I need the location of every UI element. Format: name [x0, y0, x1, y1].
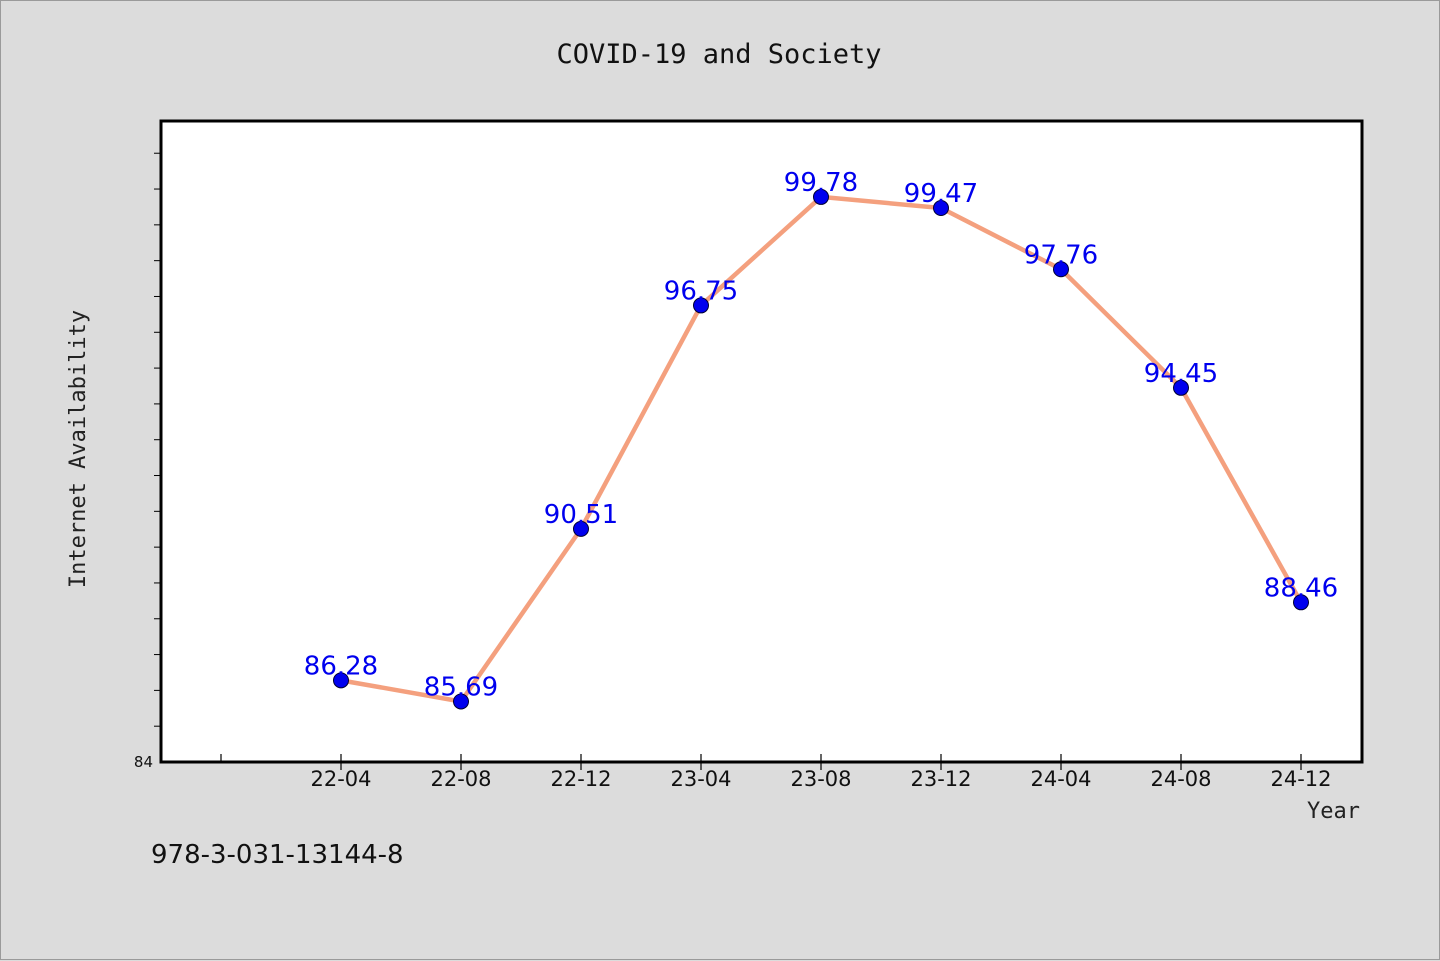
data-label-22-12: 90.51: [544, 500, 618, 530]
x-tick-label-24-04: 24-04: [1030, 767, 1091, 791]
data-label-23-08: 99.78: [784, 168, 858, 198]
series-points: [333, 188, 1309, 710]
x-axis-tick-labels: 22-04 22-08 22-12 23-04 23-08 23-12 24-04 24-08…: [310, 767, 1331, 791]
data-point-22-12: [573, 520, 589, 537]
data-point-22-08: [453, 693, 469, 710]
data-label-22-04: 86.28: [304, 651, 378, 681]
data-label-22-08: 85.69: [424, 672, 498, 702]
x-tick-label-23-12: 23-12: [910, 767, 971, 791]
x-tick-label-23-04: 23-04: [670, 767, 731, 791]
x-axis-ticks: [220, 754, 1302, 770]
x-tick-label-22-08: 22-08: [430, 767, 491, 791]
isbn-text: 978-3-031-13144-8: [151, 840, 404, 870]
series-data-labels: 86.28 85.69 90.51 96.75 99.78 99.47 97.76 94.45…: [304, 168, 1338, 703]
x-tick-label-24-12: 24-12: [1270, 767, 1331, 791]
x-tick-label-23-08: 23-08: [790, 767, 851, 791]
chart-title: COVID-19 and Society: [556, 39, 881, 70]
y-axis-ticks: [154, 152, 161, 727]
y-tick-label-min: 84: [134, 753, 153, 771]
data-point-23-04: [693, 297, 709, 314]
data-point-24-04: [1053, 261, 1069, 278]
data-point-24-12: [1293, 594, 1309, 611]
y-axis-label: Internet Availability: [66, 310, 91, 588]
data-label-24-12: 88.46: [1264, 573, 1338, 603]
data-label-24-04: 97.76: [1024, 240, 1098, 270]
data-point-23-12: [933, 200, 949, 217]
data-label-24-08: 94.45: [1144, 359, 1218, 389]
data-point-24-08: [1173, 379, 1189, 396]
x-axis-label: Year: [1307, 799, 1360, 824]
x-tick-label-22-12: 22-12: [550, 767, 611, 791]
data-label-23-04: 96.75: [664, 276, 738, 306]
plot-area: [159, 119, 1364, 764]
data-point-22-04: [333, 672, 349, 689]
data-point-23-08: [813, 188, 829, 205]
x-tick-label-22-04: 22-04: [310, 767, 371, 791]
x-tick-label-24-08: 24-08: [1150, 767, 1211, 791]
data-label-23-12: 99.47: [904, 179, 978, 209]
